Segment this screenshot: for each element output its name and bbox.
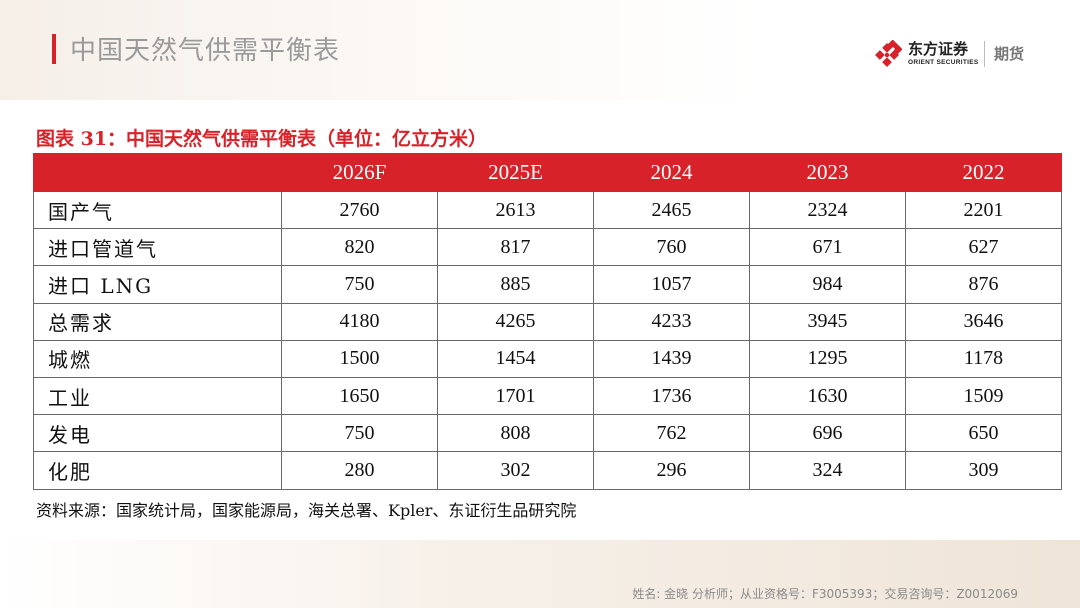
- footer-band: [0, 540, 1080, 608]
- row-label: 发电: [33, 414, 282, 453]
- table-cell: 671: [749, 228, 906, 267]
- table-cell: 1439: [593, 339, 750, 378]
- brand-subtitle: ORIENT SECURITIES: [908, 59, 979, 66]
- supply-demand-table: 2026F 2025E 2024 2023 2022 国产气 2760 2613…: [33, 153, 1062, 490]
- table-cell: 1454: [437, 339, 594, 378]
- table-cell: 2760: [281, 190, 438, 230]
- table-cell: 2201: [905, 190, 1062, 230]
- table-cell: 1500: [281, 339, 438, 378]
- table-row: 进口管道气 820 817 760 671 627: [33, 228, 1062, 267]
- table-cell: 1178: [905, 339, 1062, 378]
- table-cell: 1630: [749, 376, 906, 416]
- table-cell: 1057: [593, 265, 750, 304]
- header-cell-2026f: 2026F: [281, 153, 438, 192]
- table-row: 化肥 280 302 296 324 309: [33, 451, 1062, 490]
- table-cell: 1701: [437, 376, 594, 416]
- table-cell: 876: [905, 265, 1062, 304]
- row-label: 城燃: [33, 339, 282, 378]
- row-label: 国产气: [33, 190, 282, 230]
- page-title: 中国天然气供需平衡表: [70, 36, 341, 66]
- table-cell: 3945: [749, 302, 906, 341]
- table-cell: 2324: [749, 190, 906, 230]
- table-header-row: 2026F 2025E 2024 2023 2022: [33, 153, 1062, 192]
- logo-divider: [984, 41, 985, 67]
- table-cell: 762: [593, 414, 750, 453]
- table-cell: 817: [437, 228, 594, 267]
- orient-logo-icon: [875, 40, 902, 67]
- table-cell: 1295: [749, 339, 906, 378]
- table-cell: 750: [281, 414, 438, 453]
- analyst-info: 姓名: 金晓 分析师；从业资格号：F3005393；交易咨询号：Z0012069: [632, 587, 1018, 601]
- table-cell: 808: [437, 414, 594, 453]
- header-cell-2023: 2023: [749, 153, 906, 192]
- source-note: 资料来源：国家统计局，国家能源局，海关总署、Kpler、东证衍生品研究院: [36, 501, 577, 520]
- table-cell: 820: [281, 228, 438, 267]
- table-cell: 3646: [905, 302, 1062, 341]
- header-cell-2022: 2022: [905, 153, 1062, 192]
- table-cell: 4180: [281, 302, 438, 341]
- table-row: 总需求 4180 4265 4233 3945 3646: [33, 302, 1062, 341]
- header-cell-2025e: 2025E: [437, 153, 594, 192]
- table-row: 进口 LNG 750 885 1057 984 876: [33, 265, 1062, 304]
- row-label: 工业: [33, 376, 282, 416]
- table-cell: 309: [905, 451, 1062, 490]
- title-accent-bar: [52, 34, 56, 64]
- table-cell: 1650: [281, 376, 438, 416]
- brand-logo: 东方证券 ORIENT SECURITIES 期货: [872, 38, 1042, 72]
- row-label: 进口管道气: [33, 228, 282, 267]
- header-cell-2024: 2024: [593, 153, 750, 192]
- table-cell: 2613: [437, 190, 594, 230]
- row-label: 进口 LNG: [33, 265, 282, 304]
- row-label: 化肥: [33, 451, 282, 490]
- table-cell: 984: [749, 265, 906, 304]
- table-cell: 885: [437, 265, 594, 304]
- table-cell: 280: [281, 451, 438, 490]
- table-cell: 696: [749, 414, 906, 453]
- table-cell: 627: [905, 228, 1062, 267]
- header-cell-blank: [33, 153, 282, 192]
- row-label: 总需求: [33, 302, 282, 341]
- brand-division: 期货: [994, 45, 1025, 63]
- table-cell: 750: [281, 265, 438, 304]
- table-cell: 760: [593, 228, 750, 267]
- table-cell: 302: [437, 451, 594, 490]
- table-cell: 1736: [593, 376, 750, 416]
- table-caption: 图表 31：中国天然气供需平衡表（单位：亿立方米）: [36, 128, 488, 150]
- table-cell: 1509: [905, 376, 1062, 416]
- table-row: 发电 750 808 762 696 650: [33, 414, 1062, 453]
- table-cell: 2465: [593, 190, 750, 230]
- table-cell: 4265: [437, 302, 594, 341]
- table-cell: 4233: [593, 302, 750, 341]
- table-row: 城燃 1500 1454 1439 1295 1178: [33, 339, 1062, 378]
- table-row: 国产气 2760 2613 2465 2324 2201: [33, 190, 1062, 230]
- brand-name: 东方证券: [908, 40, 969, 58]
- table-cell: 296: [593, 451, 750, 490]
- table-cell: 324: [749, 451, 906, 490]
- table-row: 工业 1650 1701 1736 1630 1509: [33, 376, 1062, 416]
- table-cell: 650: [905, 414, 1062, 453]
